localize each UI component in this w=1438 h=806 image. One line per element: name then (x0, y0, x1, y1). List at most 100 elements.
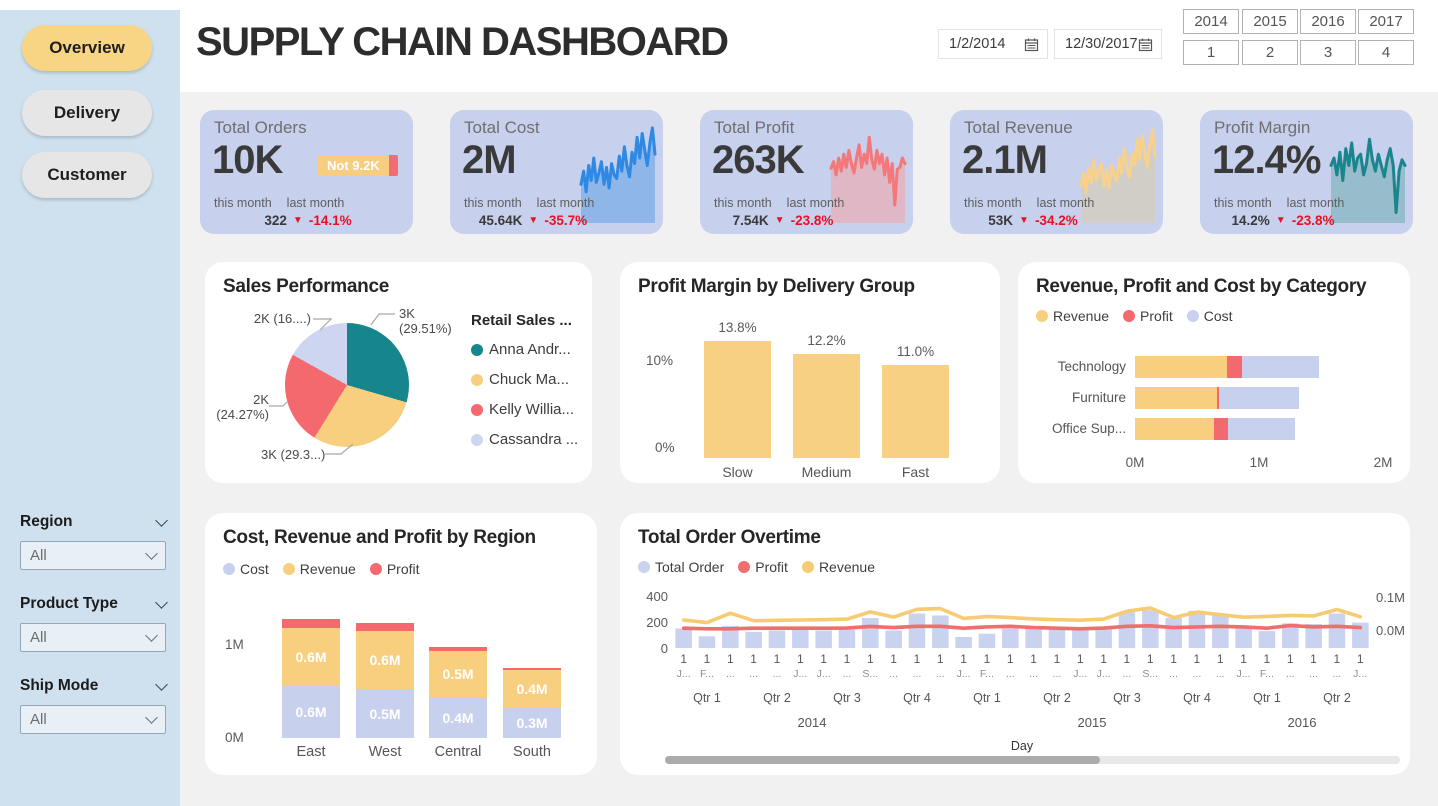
total-order-bar[interactable] (1282, 623, 1299, 648)
kpi-value: 12.4% (1212, 138, 1321, 182)
segment-cost[interactable] (282, 686, 340, 738)
total-order-bar[interactable] (815, 630, 832, 649)
total-order-bar[interactable] (1025, 627, 1042, 648)
total-order-bar[interactable] (932, 615, 949, 649)
total-order-bar[interactable] (978, 633, 996, 648)
segment-cost[interactable] (503, 707, 561, 738)
segment-revenue[interactable] (282, 628, 340, 687)
total-order-bar[interactable] (885, 630, 902, 649)
chevron-down-icon[interactable] (155, 513, 168, 527)
total-order-bar[interactable] (792, 629, 809, 648)
total-order-bar[interactable] (768, 630, 786, 649)
segment-revenue[interactable] (1135, 356, 1227, 378)
bar-slow[interactable] (704, 340, 771, 458)
last-month-value: 53K (988, 213, 1014, 228)
sidebar-item-delivery[interactable]: Delivery (22, 90, 152, 136)
total-order-bar[interactable] (1328, 613, 1346, 649)
legend-item: Revenue (1036, 308, 1109, 324)
total-order-bar[interactable] (1165, 618, 1182, 648)
total-order-bar[interactable] (1048, 628, 1066, 649)
total-order-bar[interactable] (675, 628, 692, 649)
day-tick: 1 (1356, 652, 1364, 666)
filter-product-type-select[interactable]: All (20, 623, 166, 652)
calendar-icon[interactable] (1024, 37, 1039, 52)
segment-revenue[interactable] (503, 670, 561, 708)
total-order-bar[interactable] (955, 637, 972, 649)
filter-product-type-value: All (30, 629, 47, 646)
chart-legend: Cost Revenue Profit (223, 561, 420, 577)
legend-title: Retail Sales ... (471, 312, 572, 329)
total-order-bar[interactable] (1095, 627, 1112, 648)
year-button-2016[interactable]: 2016 (1300, 9, 1356, 34)
total-order-bar[interactable] (698, 636, 716, 648)
segment-cost[interactable] (429, 697, 487, 738)
quarter-button-1[interactable]: 1 (1183, 40, 1239, 65)
year-button-2014[interactable]: 2014 (1183, 9, 1239, 34)
sparkline-chart (1079, 128, 1157, 223)
total-order-bar[interactable] (1235, 628, 1252, 649)
total-order-bar[interactable] (1118, 612, 1136, 649)
calendar-icon[interactable] (1138, 37, 1153, 52)
total-order-bar[interactable] (908, 613, 926, 649)
total-order-bar[interactable] (1072, 629, 1089, 648)
this-month-label: this month (1214, 196, 1272, 210)
profit-line[interactable] (681, 623, 1363, 631)
h-scrollbar-thumb[interactable] (665, 756, 1100, 764)
total-order-bar[interactable] (838, 629, 856, 648)
pie-chart[interactable] (285, 323, 409, 447)
end-date-input[interactable]: 12/30/2017 (1054, 29, 1162, 59)
total-order-bar[interactable] (1188, 610, 1206, 648)
segment-value-label: 0.6M (295, 704, 327, 721)
segment-cost[interactable] (1241, 356, 1319, 378)
total-order-overtime-card: Total Order Overtime Total Order Profit … (620, 513, 1410, 775)
total-order-bar[interactable] (1305, 624, 1322, 649)
year-button-2017[interactable]: 2017 (1358, 9, 1414, 34)
segment-revenue[interactable] (1135, 418, 1215, 440)
total-order-bar[interactable] (745, 631, 762, 649)
chevron-down-icon[interactable] (155, 677, 168, 691)
segment-profit[interactable] (356, 623, 414, 631)
segment-profit[interactable] (1216, 387, 1220, 409)
month-tick: ... (842, 668, 852, 680)
total-order-bar[interactable] (1212, 615, 1229, 649)
segment-profit[interactable] (1226, 356, 1242, 378)
day-tick: 1 (936, 652, 944, 666)
segment-profit[interactable] (282, 618, 340, 628)
day-tick: 1 (843, 652, 851, 666)
bar-medium[interactable] (793, 354, 860, 458)
segment-profit[interactable] (429, 646, 487, 651)
month-tick: F... (979, 668, 994, 680)
segment-revenue[interactable] (356, 630, 414, 690)
segment-cost[interactable] (356, 689, 414, 738)
legend-dot-icon (1186, 310, 1199, 322)
total-order-bar[interactable] (1258, 631, 1276, 648)
segment-revenue[interactable] (429, 650, 487, 698)
total-order-bar[interactable] (1002, 628, 1019, 649)
h-scrollbar-track[interactable] (665, 756, 1400, 764)
sidebar-item-customer[interactable]: Customer (22, 152, 152, 198)
segment-cost[interactable] (1219, 387, 1299, 409)
segment-value-label: 0.5M (442, 666, 474, 683)
total-order-bar[interactable] (1142, 610, 1159, 648)
quarter-tick: Qtr 1 (1253, 691, 1281, 705)
total-order-bar[interactable] (862, 618, 879, 648)
filter-ship-mode-select[interactable]: All (20, 705, 166, 734)
bar-fast[interactable] (882, 364, 949, 458)
legend-dot-icon (1036, 310, 1048, 322)
segment-profit[interactable] (503, 667, 561, 671)
segment-profit[interactable] (1214, 418, 1228, 440)
quarter-button-2[interactable]: 2 (1242, 40, 1298, 65)
day-tick: 1 (1240, 652, 1247, 666)
chevron-down-icon[interactable] (155, 595, 168, 609)
quarter-button-3[interactable]: 3 (1300, 40, 1356, 65)
filter-region-select[interactable]: All (20, 541, 166, 570)
start-date-input[interactable]: 1/2/2014 (938, 29, 1048, 59)
last-month-label: last month (536, 196, 595, 210)
year-button-2015[interactable]: 2015 (1242, 9, 1298, 34)
sidebar-item-overview[interactable]: Overview (22, 25, 152, 71)
revenue-line[interactable] (681, 606, 1363, 625)
segment-cost[interactable] (1228, 418, 1295, 440)
total-order-bar[interactable] (722, 625, 739, 648)
segment-revenue[interactable] (1135, 387, 1217, 409)
quarter-button-4[interactable]: 4 (1358, 40, 1414, 65)
